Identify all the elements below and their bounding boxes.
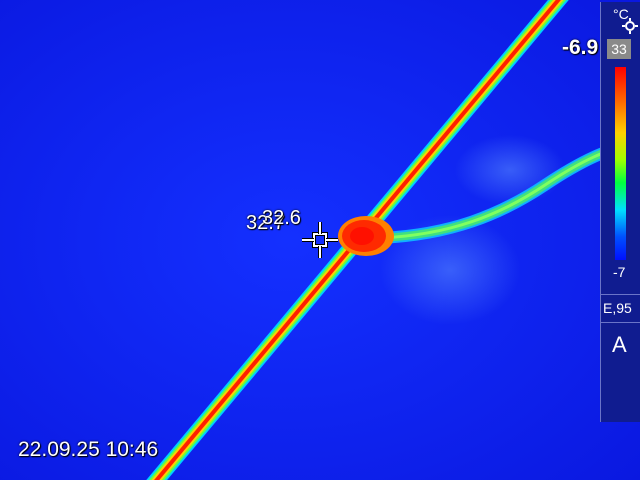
temperature-scale-panel: °C 33 -7 E,95 A [600, 2, 640, 422]
divider [601, 294, 640, 295]
warm-cloud [455, 135, 565, 205]
unit-label: °C [613, 6, 629, 22]
min-temp-readout: -6.9 [562, 36, 599, 59]
datetime-stamp: 22.09.25 10:46 [18, 438, 159, 461]
color-scale-bar [615, 67, 626, 260]
gear-icon[interactable] [622, 18, 638, 34]
spot-temp-label-overlap: 32.6 [262, 207, 301, 229]
hot-connector [338, 216, 394, 256]
divider [601, 322, 640, 323]
mode-indicator[interactable]: A [612, 332, 627, 357]
scale-min-value: -7 [613, 264, 626, 280]
spot-temp-label: 32.7 [246, 212, 285, 234]
warm-cloud [380, 215, 520, 325]
emissivity-label[interactable]: E,95 [603, 300, 632, 316]
scale-max-value: 33 [607, 39, 631, 59]
crosshair-icon [302, 222, 338, 258]
